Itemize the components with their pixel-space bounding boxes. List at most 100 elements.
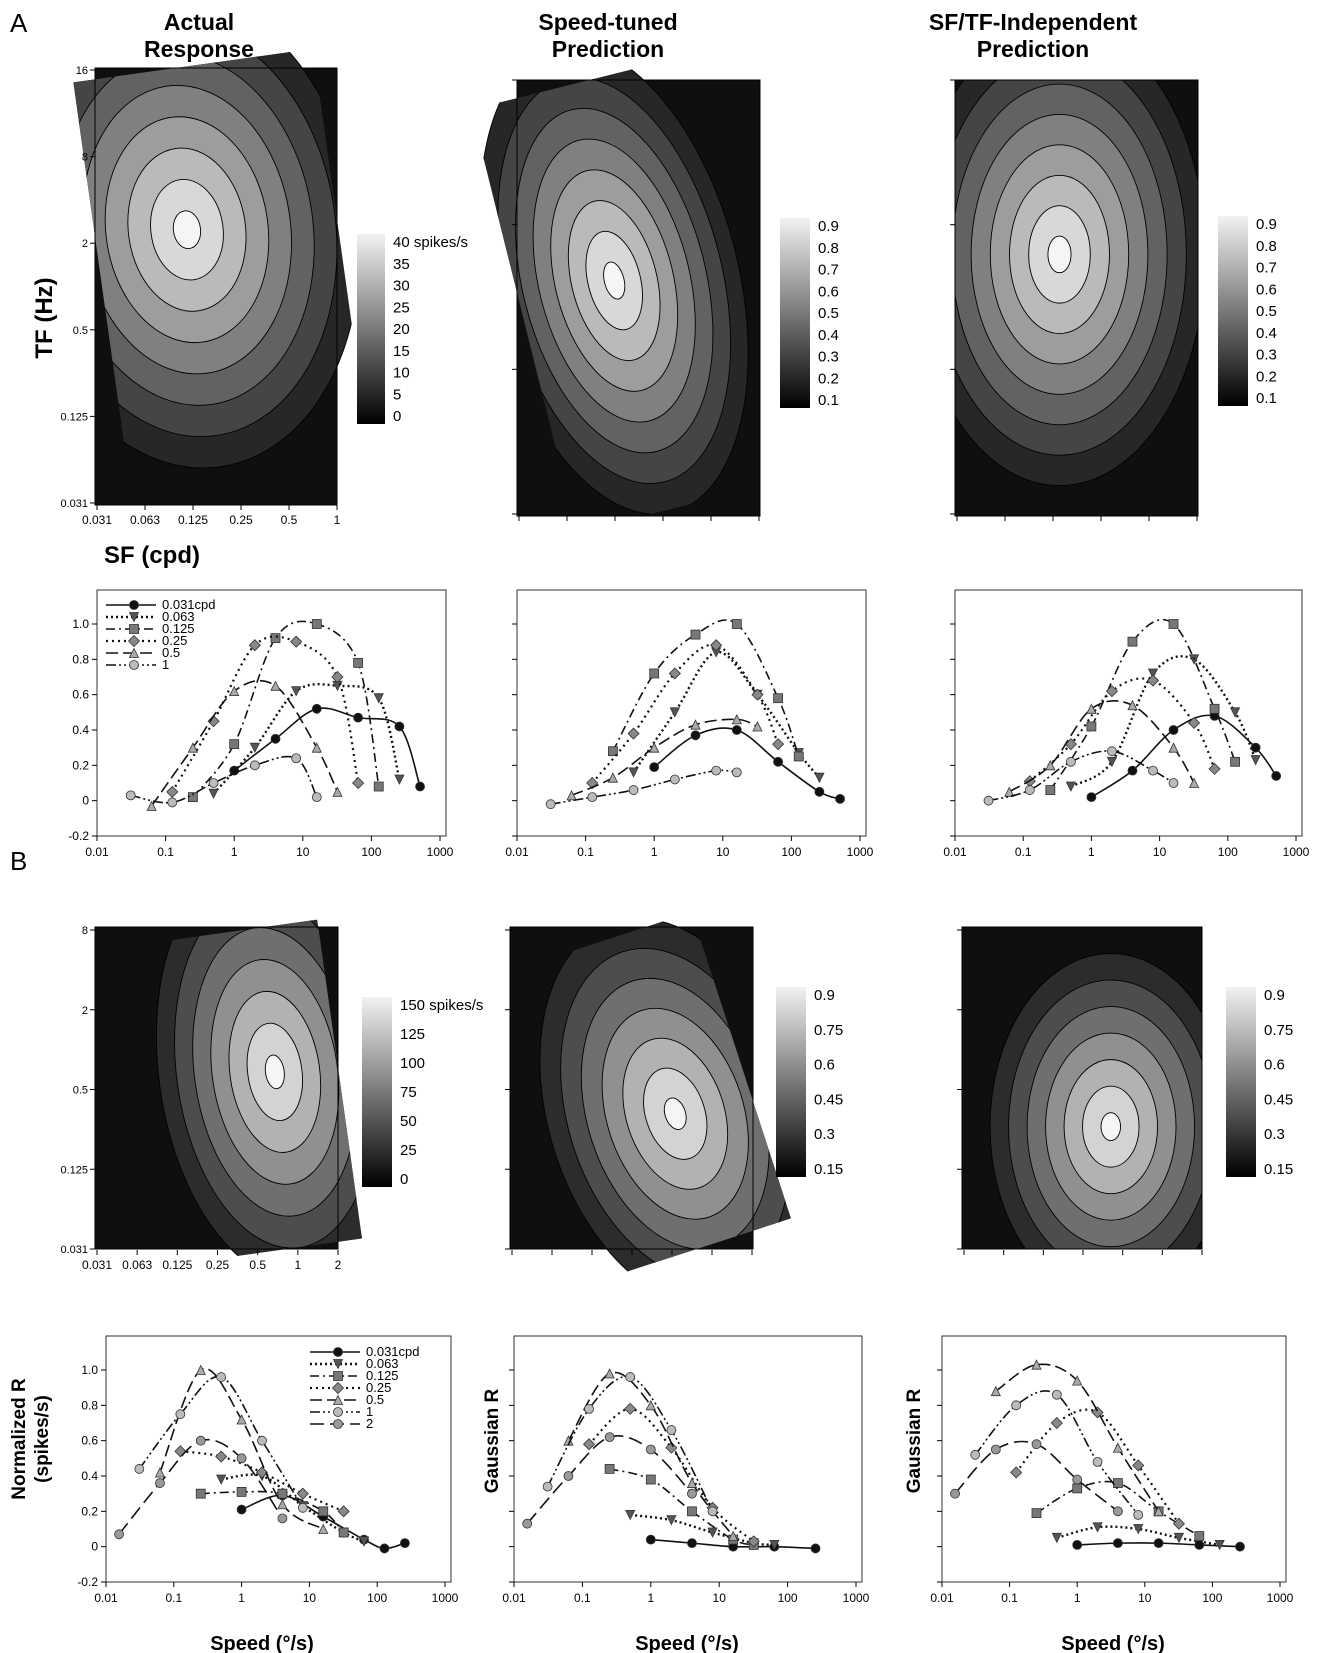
- data-point: [1031, 1359, 1042, 1370]
- colorbar-label: 0.5: [818, 305, 839, 322]
- colorbar-label: 0.3: [1264, 1126, 1285, 1143]
- series-line: [630, 1513, 775, 1547]
- colorbar-label: 0.1: [1256, 390, 1277, 407]
- data-point: [229, 739, 240, 750]
- data-point: [751, 688, 764, 701]
- data-point: [690, 629, 701, 640]
- data-point: [649, 762, 660, 772]
- data-point: [1010, 1466, 1023, 1479]
- y-tick-label: 0.2: [81, 1504, 98, 1518]
- colorbar-label: 0.9: [1256, 216, 1277, 233]
- data-point: [970, 1449, 981, 1460]
- data-point: [645, 1444, 656, 1455]
- colorbar-label: 0: [393, 408, 401, 425]
- data-point: [645, 1474, 656, 1485]
- column-title: Prediction: [977, 36, 1089, 62]
- data-point: [1031, 1439, 1042, 1450]
- data-point: [1092, 1456, 1103, 1467]
- plot-frame: [513, 1335, 863, 1583]
- x-tick-label: 1000: [843, 1591, 870, 1605]
- data-point: [950, 1488, 960, 1499]
- x-tick-label: 1: [647, 1591, 654, 1605]
- legend-entry: 0.125: [366, 1368, 399, 1383]
- series-line: [591, 643, 780, 784]
- normalized-r-label: Normalized R: [9, 1378, 30, 1500]
- x-tick-label: 0.1: [165, 1591, 182, 1605]
- data-point: [645, 1534, 656, 1545]
- series-line: [241, 1494, 406, 1550]
- series-line: [130, 755, 318, 804]
- series-line: [150, 679, 339, 807]
- colorbar-ramp: [362, 997, 392, 1187]
- data-point: [236, 1414, 247, 1425]
- y-tick-label: 0.125: [60, 411, 88, 423]
- x-tick-label: 100: [781, 845, 801, 859]
- data-point: [1250, 755, 1261, 766]
- contour-frame: [516, 79, 761, 517]
- data-point: [1031, 1508, 1042, 1518]
- data-point: [270, 680, 281, 691]
- data-point: [394, 774, 405, 785]
- colorbar-label: 0.6: [1256, 281, 1277, 298]
- data-point: [773, 693, 784, 704]
- y-tick-label: 2: [82, 238, 88, 250]
- data-point: [277, 1513, 288, 1524]
- series-line: [653, 727, 841, 800]
- colorbar-label: 15: [393, 343, 410, 360]
- x-tick-label: 1: [1088, 845, 1095, 859]
- data-point: [649, 668, 660, 679]
- data-point: [229, 685, 240, 697]
- data-point: [627, 727, 640, 740]
- data-point: [645, 1399, 656, 1411]
- data-point: [1127, 636, 1138, 647]
- data-point: [607, 772, 619, 783]
- x-tick-label: 0.5: [249, 1258, 266, 1272]
- data-point: [625, 1372, 636, 1382]
- data-point: [604, 1368, 615, 1379]
- contour-B-speed: [509, 918, 791, 1294]
- series-line: [632, 651, 821, 779]
- data-point: [731, 619, 742, 629]
- data-point: [773, 756, 784, 767]
- colorbar-ramp: [776, 987, 806, 1177]
- y-tick-label: -0.2: [77, 1575, 98, 1589]
- data-point: [1011, 1400, 1022, 1411]
- legend-entry: 0.063: [162, 609, 195, 624]
- y-tick-label: 0.8: [81, 1398, 98, 1412]
- legend-entry: 0.125: [162, 621, 195, 636]
- x-tick-label: 0.031: [82, 1258, 112, 1272]
- data-point: [1065, 781, 1077, 792]
- legend-entry: 0.5: [366, 1392, 384, 1407]
- colorbar-label: 20: [393, 321, 410, 338]
- data-point: [249, 742, 260, 754]
- y-tick-label: 0.125: [60, 1164, 88, 1176]
- x-tick-label: 0.125: [178, 513, 208, 527]
- series-line: [567, 1371, 734, 1537]
- x-tick-label: 10: [713, 1591, 727, 1605]
- data-point: [311, 619, 322, 629]
- colorbar-label: 0.3: [1256, 347, 1277, 364]
- data-point: [236, 1487, 247, 1497]
- data-point: [174, 1445, 187, 1458]
- data-point: [814, 786, 825, 797]
- data-point: [1112, 1478, 1123, 1488]
- data-point: [331, 1381, 345, 1395]
- x-tick-label: 10: [296, 845, 310, 859]
- x-tick-label: 0.1: [577, 845, 594, 859]
- column-title: Response: [144, 36, 254, 62]
- y-tick-label: 0.031: [60, 1244, 88, 1256]
- x-tick-label: 0.01: [502, 1591, 526, 1605]
- colorbar-label: 0.9: [1264, 987, 1285, 1004]
- colorbar-label: 0.75: [1264, 1022, 1293, 1039]
- data-point: [1072, 1540, 1083, 1550]
- x-tick-label: 100: [367, 1591, 387, 1605]
- data-point: [1132, 1459, 1145, 1472]
- colorbar-label: 0.2: [818, 370, 839, 387]
- data-point: [1072, 1483, 1083, 1494]
- data-point: [1086, 792, 1097, 803]
- colorbar-label: 0.9: [818, 218, 839, 235]
- data-point: [563, 1471, 574, 1481]
- data-point: [331, 670, 344, 684]
- colorbar-ramp: [1218, 216, 1248, 406]
